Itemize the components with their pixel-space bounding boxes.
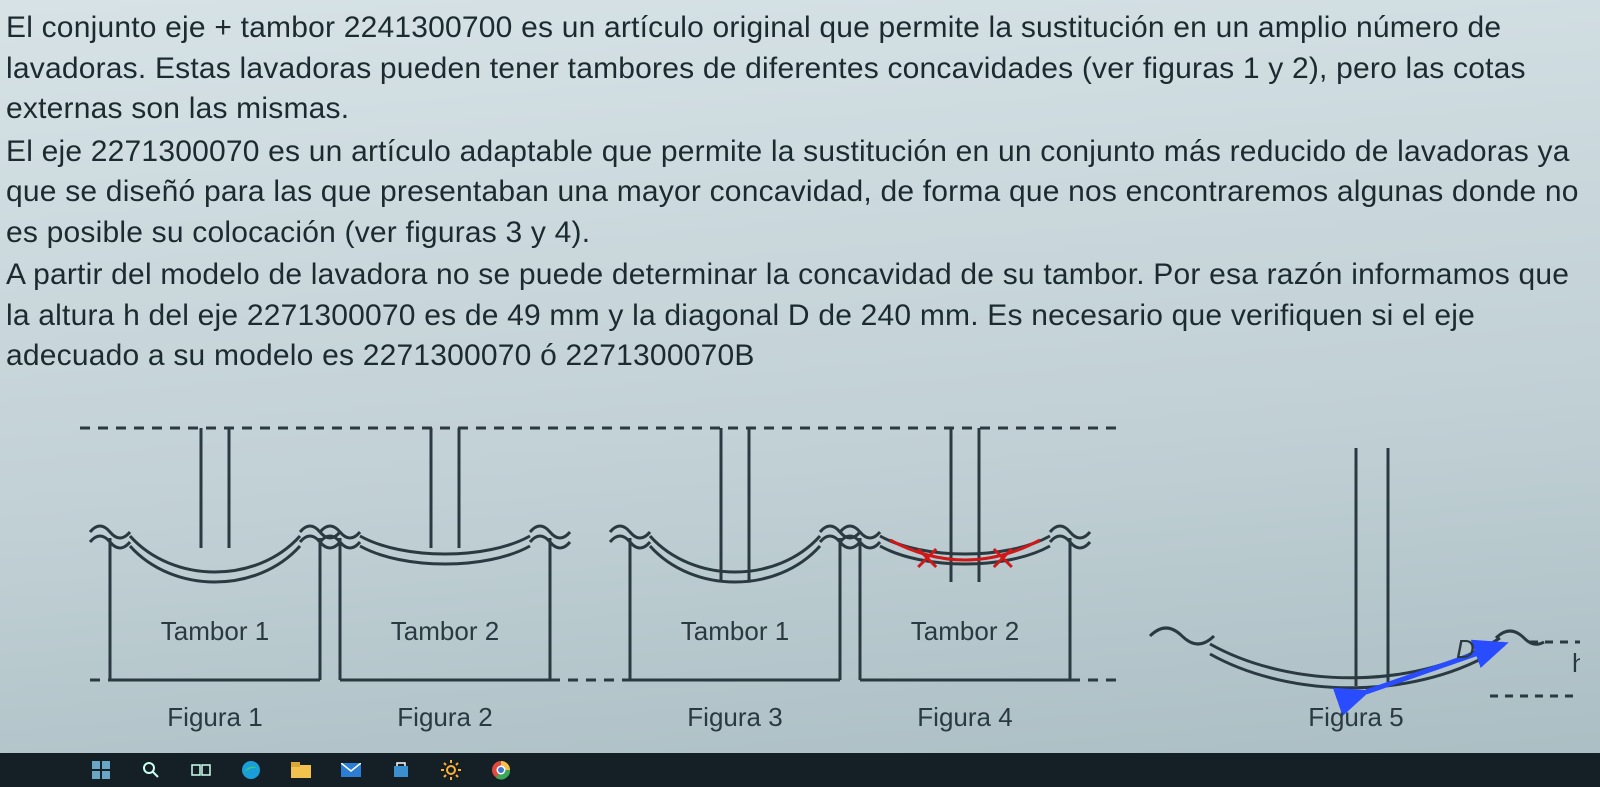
- svg-text:Tambor 1: Tambor 1: [161, 616, 269, 646]
- svg-text:Figura 2: Figura 2: [397, 702, 492, 732]
- paragraph-2: El eje 2271300070 es un artículo adaptab…: [6, 132, 1586, 254]
- paragraph-3: A partir del modelo de lavadora no se pu…: [6, 255, 1586, 377]
- svg-text:Tambor 2: Tambor 2: [911, 616, 1019, 646]
- start-icon[interactable]: [90, 759, 112, 781]
- paragraph-1: El conjunto eje + tambor 2241300700 es u…: [6, 8, 1586, 130]
- svg-text:D: D: [1456, 634, 1475, 664]
- windows-taskbar[interactable]: [0, 753, 1600, 787]
- mail-icon[interactable]: [340, 759, 362, 781]
- chrome-icon[interactable]: [490, 759, 512, 781]
- edge-icon[interactable]: [240, 759, 262, 781]
- explorer-icon[interactable]: [290, 759, 312, 781]
- svg-text:h: h: [1572, 648, 1580, 678]
- document-page: El conjunto eje + tambor 2241300700 es u…: [0, 0, 1600, 787]
- svg-text:Figura 5: Figura 5: [1308, 702, 1403, 732]
- taskview-icon[interactable]: [190, 759, 212, 781]
- svg-text:Figura 4: Figura 4: [917, 702, 1012, 732]
- figures-diagram: Tambor 1 Figura 1 Tambor 2 Figura 2 Tambor 1…: [20, 408, 1580, 748]
- svg-text:Tambor 2: Tambor 2: [391, 616, 499, 646]
- body-text: El conjunto eje + tambor 2241300700 es u…: [0, 8, 1586, 379]
- svg-text:Figura 1: Figura 1: [167, 702, 262, 732]
- svg-text:Tambor 1: Tambor 1: [681, 616, 789, 646]
- svg-text:Figura 3: Figura 3: [687, 702, 782, 732]
- search-icon[interactable]: [140, 759, 162, 781]
- settings-icon[interactable]: [440, 759, 462, 781]
- store-icon[interactable]: [390, 759, 412, 781]
